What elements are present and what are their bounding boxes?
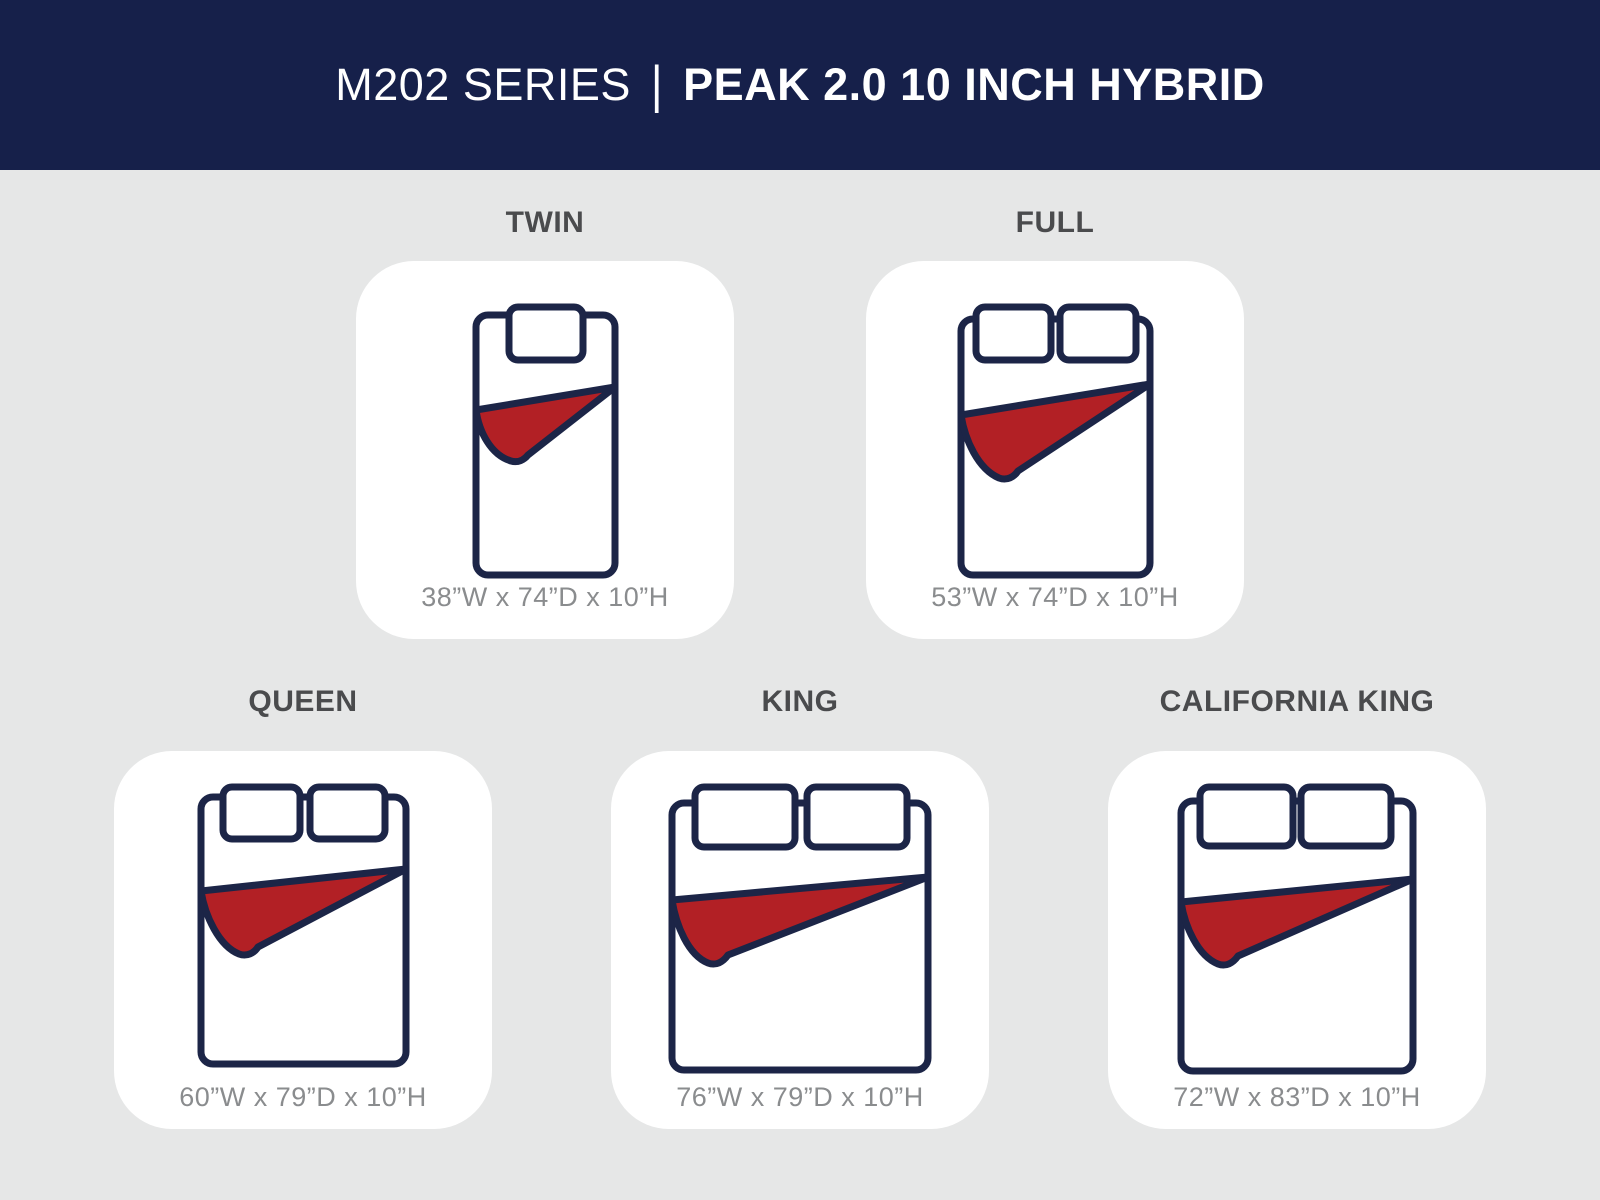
size-card-group-twin: TWIN 38”W x 74”D x 10”H [356,206,734,639]
size-label-california-king: CALIFORNIA KING [1159,685,1435,718]
dimensions-text-california-king: 72”W x 83”D x 10”H [1173,1082,1421,1112]
size-card-group-full: FULL 53”W x 74”D x 10”H [866,206,1244,639]
size-card-twin: 38”W x 74”D x 10”H [356,261,734,639]
header-title: M202 SERIES | PEAK 2.0 10 INCH HYBRID [335,55,1265,114]
mattress-outline [1177,797,1417,1075]
size-card-group-king: KING 76”W x 79”D x 10”H [611,685,989,1129]
pillow-icon [803,783,911,851]
dimensions-text-queen: 60”W x 79”D x 10”H [179,1082,427,1112]
product-name: PEAK 2.0 10 INCH HYBRID [683,59,1265,110]
size-label-twin: TWIN [505,206,585,239]
size-row-top: TWIN 38”W x 74”D x 10”H FULL 53”W [0,206,1600,639]
pillow-icon [691,783,799,851]
size-card-california-king: 72”W x 83”D x 10”H [1108,751,1486,1129]
size-label-queen: QUEEN [248,685,358,718]
bed-top-view-icon [1177,783,1417,1075]
pillow-icon [306,783,388,843]
series-name: M202 SERIES [335,59,631,110]
size-label-full: FULL [1015,206,1095,239]
blanket-fold [668,873,932,968]
bed-top-view-icon [957,303,1153,579]
pillow-icon [972,303,1054,364]
pillow-icon [1297,783,1395,850]
pillow-icon [219,783,303,843]
size-card-king: 76”W x 79”D x 10”H [611,751,989,1129]
pillow-icon [1196,783,1297,850]
pillow-icon [505,303,586,364]
size-card-group-queen: QUEEN 60”W x 79”D x 10”H [114,685,492,1129]
bed-top-view-icon [668,783,932,1074]
dimensions-text-twin: 38”W x 74”D x 10”H [421,582,669,612]
size-card-full: 53”W x 74”D x 10”H [866,261,1244,639]
blanket-fold [472,383,618,466]
bed-top-view-icon [197,783,409,1068]
blanket-fold [197,865,409,959]
blanket-fold [957,380,1153,483]
size-card-group-california-king: CALIFORNIA KING 72”W x 83”D x 10”H [1108,685,1486,1129]
bed-top-view-icon [472,303,618,579]
pillow-icon [1056,303,1139,364]
dimensions-text-full: 53”W x 74”D x 10”H [931,582,1179,612]
size-row-bottom: QUEEN 60”W x 79”D x 10”H KING [0,685,1600,1129]
mattress-outline [668,799,932,1074]
blanket-fold [1177,875,1417,969]
title-separator: | [650,55,664,114]
size-label-king: KING [761,685,839,718]
dimensions-text-king: 76”W x 79”D x 10”H [676,1082,924,1112]
header-banner: M202 SERIES | PEAK 2.0 10 INCH HYBRID [0,0,1600,170]
size-card-queen: 60”W x 79”D x 10”H [114,751,492,1129]
